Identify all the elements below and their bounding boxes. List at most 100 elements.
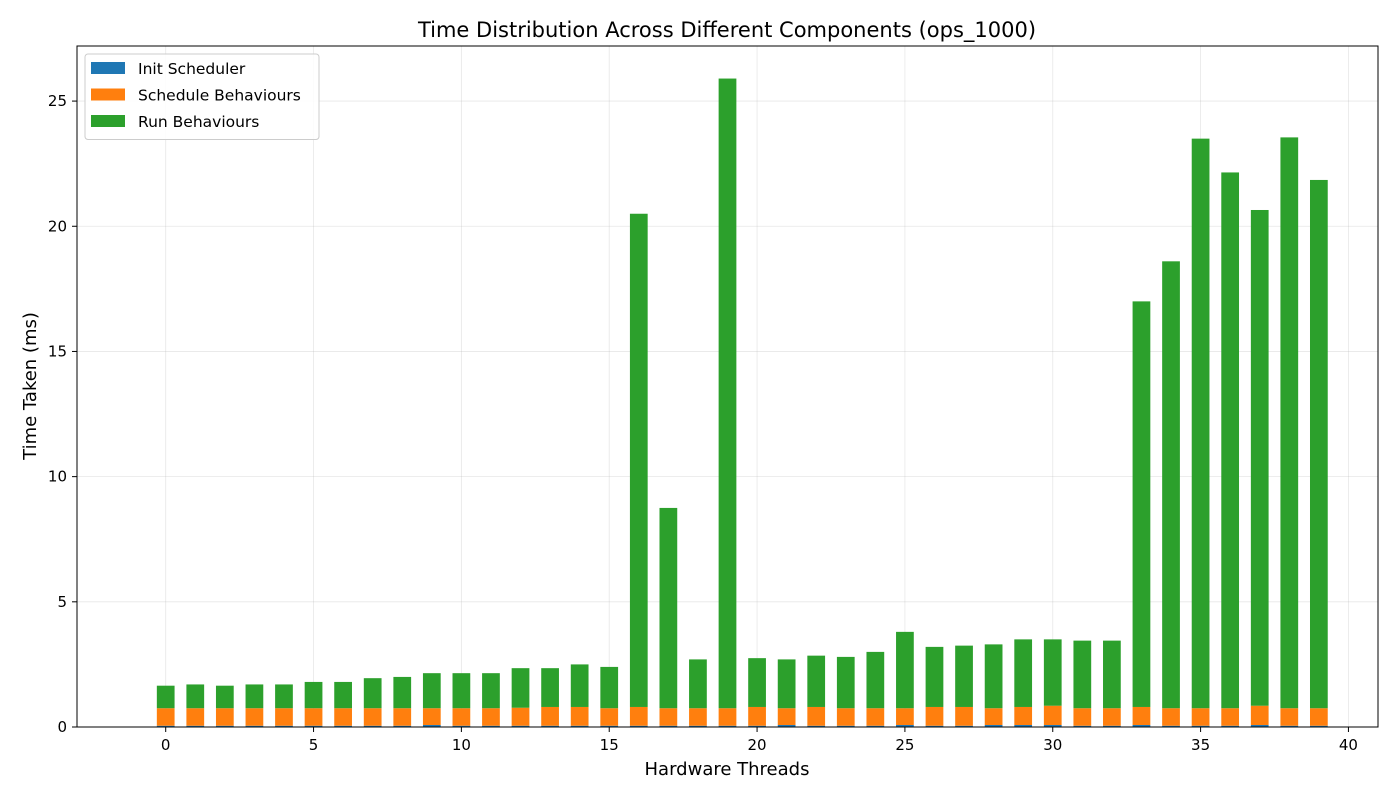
bar-segment-run-behaviours bbox=[1221, 172, 1240, 709]
bar-segment-init-scheduler bbox=[275, 725, 293, 727]
bar-segment-run-behaviours bbox=[718, 78, 737, 709]
bar-segment-init-scheduler bbox=[1250, 724, 1269, 727]
bar-segment-schedule-behaviours bbox=[363, 708, 382, 726]
bar-segment-run-behaviours bbox=[482, 673, 500, 709]
bar-segment-run-behaviours bbox=[925, 646, 944, 707]
bar-segment-run-behaviours bbox=[541, 668, 559, 707]
bar-segment-init-scheduler bbox=[984, 724, 1003, 727]
bar-segment-init-scheduler bbox=[1132, 724, 1151, 727]
bar-segment-init-scheduler bbox=[955, 725, 973, 727]
bar-segment-run-behaviours bbox=[896, 631, 914, 709]
bar-segment-schedule-behaviours bbox=[1191, 708, 1210, 726]
bar-segment-run-behaviours bbox=[659, 507, 678, 709]
bar-segment-schedule-behaviours bbox=[452, 708, 471, 726]
bar-segment-run-behaviours bbox=[1103, 640, 1121, 709]
bar-segment-init-scheduler bbox=[659, 725, 678, 727]
bar-segment-init-scheduler bbox=[1280, 725, 1299, 727]
chart-title: Time Distribution Across Different Compo… bbox=[417, 18, 1036, 43]
bar-segment-init-scheduler bbox=[718, 725, 737, 727]
bar-segment-run-behaviours bbox=[1162, 261, 1180, 709]
x-tick-label: 25 bbox=[895, 736, 914, 754]
bar-segment-init-scheduler bbox=[689, 725, 707, 727]
bar-segment-run-behaviours bbox=[1043, 639, 1062, 706]
bar-segment-run-behaviours bbox=[275, 684, 293, 709]
bar-segment-init-scheduler bbox=[1221, 725, 1240, 727]
bar-segment-init-scheduler bbox=[866, 725, 885, 727]
legend-box bbox=[84, 53, 320, 140]
bar-segment-schedule-behaviours bbox=[1221, 708, 1240, 726]
bar-segment-init-scheduler bbox=[393, 725, 412, 727]
bar-segment-init-scheduler bbox=[807, 725, 826, 727]
bar-segment-run-behaviours bbox=[807, 655, 826, 707]
bar-segment-schedule-behaviours bbox=[482, 708, 500, 726]
bar-segment-run-behaviours bbox=[866, 651, 885, 709]
bar-segment-schedule-behaviours bbox=[541, 706, 559, 726]
bar-segment-init-scheduler bbox=[334, 725, 352, 727]
bar-segment-schedule-behaviours bbox=[1014, 706, 1033, 725]
bar-segment-schedule-behaviours bbox=[1309, 708, 1328, 726]
bar-segment-schedule-behaviours bbox=[570, 706, 589, 726]
bar-segment-init-scheduler bbox=[1043, 724, 1062, 727]
bar-segment-init-scheduler bbox=[600, 725, 619, 727]
y-axis-label: Time Taken (ms) bbox=[20, 312, 41, 461]
legend-swatch bbox=[91, 62, 125, 74]
bar-segment-schedule-behaviours bbox=[275, 708, 293, 726]
bar-segment-run-behaviours bbox=[511, 668, 530, 708]
bar-segment-init-scheduler bbox=[1191, 725, 1210, 727]
bar-segment-schedule-behaviours bbox=[304, 708, 323, 726]
bar-segment-schedule-behaviours bbox=[925, 706, 944, 726]
bar-segment-run-behaviours bbox=[955, 645, 973, 707]
x-tick-label: 5 bbox=[309, 736, 319, 754]
bar-segment-schedule-behaviours bbox=[600, 708, 619, 726]
x-tick-label: 0 bbox=[161, 736, 171, 754]
bar-segment-init-scheduler bbox=[1309, 725, 1328, 727]
bar-segment-run-behaviours bbox=[984, 644, 1003, 709]
bar-segment-run-behaviours bbox=[1073, 640, 1092, 709]
bar-segment-init-scheduler bbox=[777, 724, 796, 727]
bar-segment-init-scheduler bbox=[1162, 725, 1180, 727]
bar-segment-schedule-behaviours bbox=[511, 707, 530, 726]
bar-segment-run-behaviours bbox=[689, 659, 707, 709]
bar-segment-init-scheduler bbox=[245, 725, 264, 727]
bar-segment-schedule-behaviours bbox=[629, 706, 648, 726]
bar-segment-init-scheduler bbox=[511, 725, 530, 727]
bar-segment-schedule-behaviours bbox=[896, 708, 914, 725]
bar-segment-init-scheduler bbox=[186, 725, 205, 727]
x-tick-label: 10 bbox=[452, 736, 471, 754]
bar-segment-init-scheduler bbox=[482, 725, 500, 727]
bar-segment-run-behaviours bbox=[215, 685, 234, 709]
bar-segment-schedule-behaviours bbox=[984, 708, 1003, 725]
bar-segment-schedule-behaviours bbox=[334, 708, 352, 726]
bar-segment-run-behaviours bbox=[1191, 138, 1210, 709]
bars-group bbox=[156, 78, 1328, 727]
bar-segment-schedule-behaviours bbox=[777, 708, 796, 725]
bar-segment-run-behaviours bbox=[1309, 179, 1328, 709]
bar-segment-schedule-behaviours bbox=[1162, 708, 1180, 726]
plot-frame bbox=[76, 45, 1379, 728]
bar-segment-schedule-behaviours bbox=[1250, 705, 1269, 725]
legend-label: Init Scheduler bbox=[138, 60, 246, 78]
bar-segment-schedule-behaviours bbox=[718, 708, 737, 726]
legend: Init Scheduler Schedule Behaviours Run Beh… bbox=[84, 53, 320, 140]
legend-label: Schedule Behaviours bbox=[138, 87, 301, 105]
bar-segment-schedule-behaviours bbox=[748, 706, 766, 726]
y-tick-label: 0 bbox=[57, 718, 67, 736]
bar-segment-schedule-behaviours bbox=[1132, 706, 1151, 725]
x-axis-label: Hardware Threads bbox=[645, 759, 810, 780]
bar-segment-run-behaviours bbox=[1014, 639, 1033, 707]
x-tick-label: 40 bbox=[1339, 736, 1358, 754]
x-tick-label: 15 bbox=[600, 736, 619, 754]
bar-segment-run-behaviours bbox=[245, 684, 264, 709]
bar-segment-init-scheduler bbox=[1103, 725, 1121, 727]
bar-segment-schedule-behaviours bbox=[1103, 708, 1121, 726]
bar-segment-run-behaviours bbox=[1250, 209, 1269, 706]
bar-segment-run-behaviours bbox=[836, 656, 855, 709]
bar-segment-init-scheduler bbox=[363, 725, 382, 727]
bar-segment-schedule-behaviours bbox=[866, 708, 885, 726]
bar-segment-init-scheduler bbox=[156, 725, 175, 727]
bar-segment-run-behaviours bbox=[777, 659, 796, 709]
bar-segment-run-behaviours bbox=[600, 666, 619, 709]
bar-segment-init-scheduler bbox=[452, 725, 471, 727]
